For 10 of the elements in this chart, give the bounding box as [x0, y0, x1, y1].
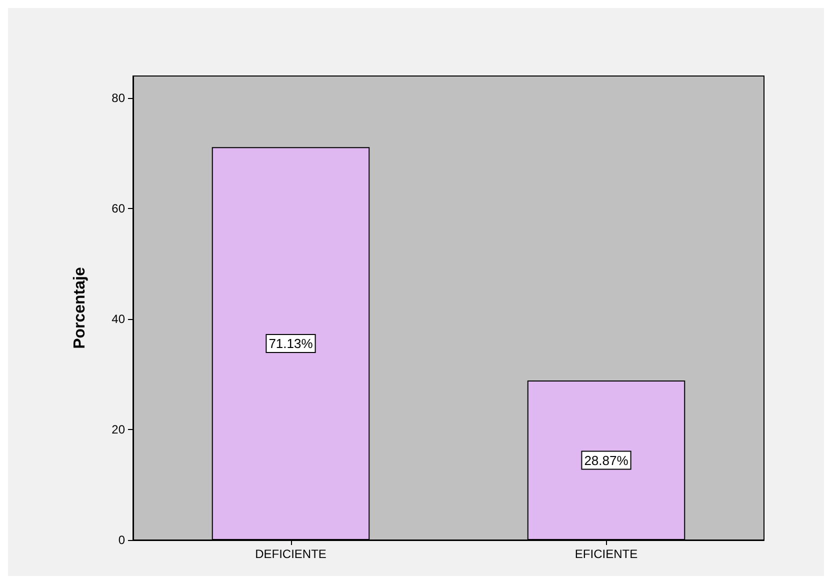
y-tick-label: 20 [112, 422, 126, 437]
data-label: 71.13% [268, 336, 314, 352]
y-axis-title: Porcentaje [72, 266, 88, 349]
x-tick-label: DEFICIENTE [255, 547, 326, 561]
data-label: 28.87% [584, 452, 629, 468]
y-tick-label: 40 [112, 312, 126, 326]
x-tick-label: EFICIENTE [574, 547, 638, 561]
y-tick-label: 80 [112, 91, 126, 106]
y-tick-label: 60 [112, 202, 126, 216]
y-tick-label: 0 [118, 533, 126, 547]
